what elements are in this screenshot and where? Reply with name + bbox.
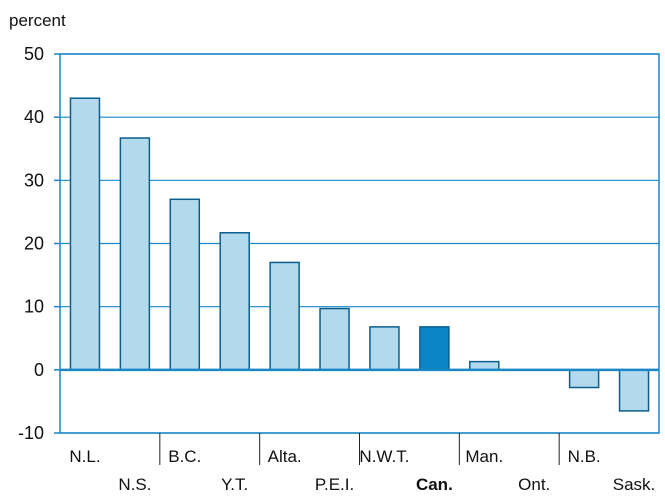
x-tick-label: Alta. xyxy=(268,447,302,466)
x-tick-label: N.L. xyxy=(69,447,100,466)
bar-can xyxy=(419,326,450,371)
y-tick-label: 50 xyxy=(24,44,44,64)
bar-nl xyxy=(69,97,101,371)
y-tick-label: 10 xyxy=(24,297,44,317)
labels: 50 40 30 20 10 0 -10 N.L. N.S. B.C. Y.T. Alta. P.E.I… xyxy=(18,44,655,494)
x-tick-label: Man. xyxy=(465,447,503,466)
x-tick-label: Sask. xyxy=(613,475,656,494)
bar-alta xyxy=(269,261,300,371)
x-tick-label: Y.T. xyxy=(221,475,248,494)
bar-sask xyxy=(618,369,650,412)
x-tick-label: Can. xyxy=(416,475,453,494)
y-tick-label: -10 xyxy=(18,423,44,443)
bar-nwt xyxy=(369,326,400,371)
x-tick-label: B.C. xyxy=(168,447,201,466)
bar-nb xyxy=(568,369,600,389)
x-tick-label: P.E.I. xyxy=(315,475,354,494)
x-tick-label: Ont. xyxy=(518,475,550,494)
bar-yt xyxy=(219,232,250,371)
y-tick-label: 20 xyxy=(24,234,44,254)
axes xyxy=(54,53,660,465)
bars xyxy=(69,97,650,412)
bar-pei xyxy=(319,307,350,371)
x-tick-label: N.S. xyxy=(118,475,151,494)
y-tick-label: 40 xyxy=(24,107,44,127)
y-tick-label: 30 xyxy=(24,170,44,190)
bar-bc xyxy=(169,198,201,371)
y-unit-label: percent xyxy=(9,11,66,30)
y-tick-label: 0 xyxy=(34,360,44,380)
x-tick-label: N.B. xyxy=(568,447,601,466)
x-tick-label: N.W.T. xyxy=(359,447,409,466)
bar-ns xyxy=(119,137,151,371)
